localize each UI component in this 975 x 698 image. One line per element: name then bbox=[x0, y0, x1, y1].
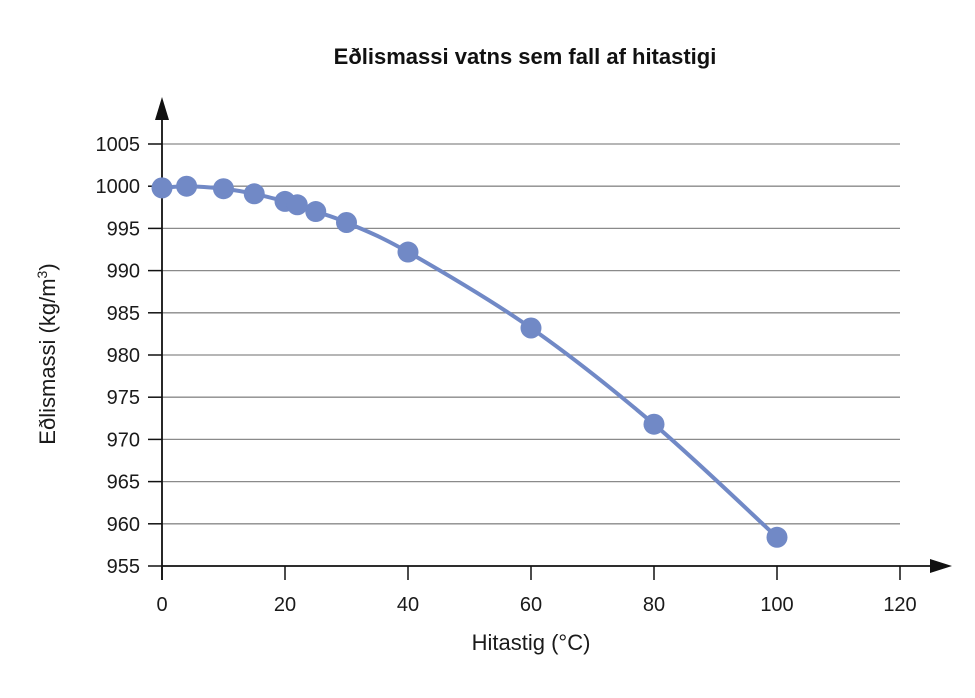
x-axis-title: Hitastig (°C) bbox=[472, 630, 591, 655]
y-tick-label: 980 bbox=[107, 345, 140, 367]
data-point bbox=[213, 178, 234, 200]
x-tick-label: 20 bbox=[274, 594, 296, 616]
x-tick-label: 80 bbox=[643, 594, 665, 616]
y-axis-title: Eðlismassi (kg/m3) bbox=[34, 263, 60, 444]
x-axis-arrowhead bbox=[930, 559, 952, 573]
data-point bbox=[286, 194, 308, 216]
y-tick-label: 1005 bbox=[96, 134, 141, 156]
data-point bbox=[176, 175, 198, 197]
y-tick-label: 970 bbox=[107, 429, 140, 451]
x-tick-label: 40 bbox=[397, 594, 419, 616]
data-point bbox=[520, 317, 542, 339]
chart-title: Eðlismassi vatns sem fall af hitastigi bbox=[334, 44, 717, 69]
data-point bbox=[243, 183, 265, 205]
data-point bbox=[336, 211, 357, 233]
y-axis: 955 960 965 970 975 980 985 990 995 1000 1005 bbox=[96, 97, 169, 580]
y-tick-label: 995 bbox=[107, 218, 140, 240]
trend-curve bbox=[160, 184, 779, 540]
x-tick-label: 0 bbox=[156, 594, 167, 616]
x-tick-label: 60 bbox=[520, 594, 542, 616]
data-point bbox=[766, 526, 788, 548]
grid-lines bbox=[162, 143, 900, 525]
data-point bbox=[305, 201, 327, 223]
y-tick-label: 960 bbox=[107, 514, 140, 536]
data-point bbox=[397, 241, 419, 263]
data-points bbox=[151, 175, 788, 548]
y-tick-label: 965 bbox=[107, 472, 140, 494]
y-tick-label: 975 bbox=[107, 387, 140, 409]
x-axis: 0 20 40 60 80 100 120 bbox=[156, 559, 952, 616]
y-tick-label: 1000 bbox=[96, 176, 141, 198]
y-tick-label: 990 bbox=[107, 261, 140, 283]
data-point bbox=[151, 177, 173, 199]
data-point bbox=[643, 413, 665, 435]
y-axis-arrowhead bbox=[155, 97, 169, 120]
y-tick-label: 985 bbox=[107, 303, 140, 325]
x-tick-label: 120 bbox=[883, 594, 916, 616]
y-tick-label: 955 bbox=[107, 556, 140, 578]
x-tick-label: 100 bbox=[760, 594, 793, 616]
